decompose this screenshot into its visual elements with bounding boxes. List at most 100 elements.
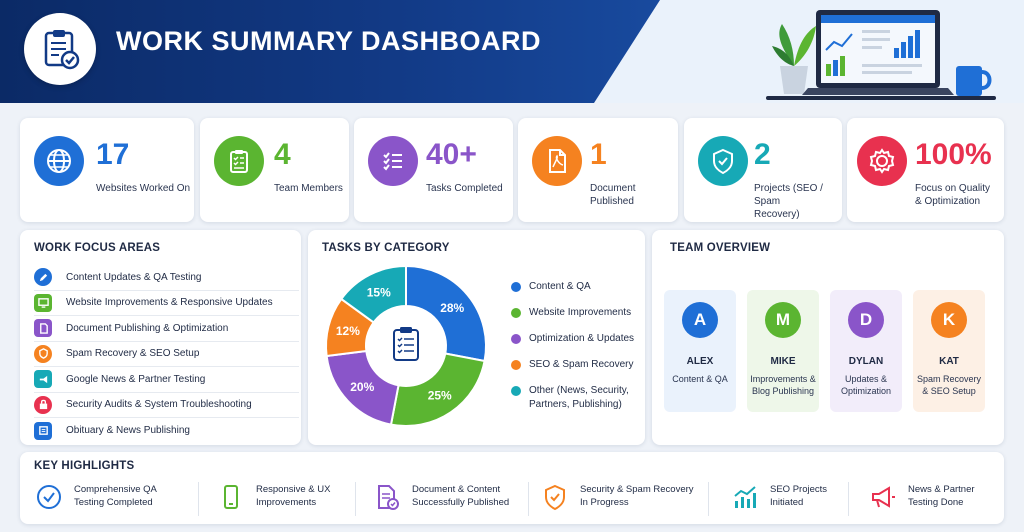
legend-item: Other (News, Security, Partners, Publishi… [511, 384, 641, 412]
team-member-card[interactable]: M MIKE Improvements & Blog Publishing [747, 290, 819, 412]
stat-value: 4 [274, 138, 291, 171]
chart-title: TASKS BY CATEGORY [322, 242, 450, 254]
member-role-line: & SEO Setup [922, 386, 976, 396]
newspaper-icon [34, 421, 52, 440]
highlight-label: Comprehensive QA Testing Completed [74, 483, 184, 509]
stat-label-line: Recovery) [754, 209, 800, 220]
tasks-by-category-panel: TASKS BY CATEGORY 28% 25% 20% 12% 15% Conten… [308, 230, 645, 445]
stat-label: Tasks Completed [426, 183, 503, 194]
gear-icon [857, 136, 907, 186]
member-role: Improvements & Blog Publishing [747, 373, 819, 397]
team-member-card[interactable]: A ALEX Content & QA [664, 290, 736, 412]
highlight-line: Successfully Published [412, 497, 510, 508]
stat-card-quality: 100% Focus on Quality & Optimization [847, 118, 1004, 222]
stat-label: Team Members [274, 183, 343, 194]
chart-legend: Content & QA Website Improvements Optimi… [511, 280, 641, 412]
stat-value: 17 [96, 138, 130, 171]
donut-slice-label: 15% [367, 286, 391, 300]
legend-swatch [511, 386, 521, 396]
panel-title: TEAM OVERVIEW [670, 242, 771, 254]
highlight-item: Responsive & UX Improvements [216, 480, 356, 516]
list-item-label: Document Publishing & Optimization [66, 322, 229, 334]
stat-label: Document Published [590, 183, 636, 207]
highlight-item: News & Partner Testing Done [868, 480, 998, 516]
divider [708, 482, 709, 516]
stat-label: Focus on Quality & Optimization [915, 182, 990, 208]
donut-slice-label: 20% [350, 380, 374, 394]
highlight-line: In Progress [580, 497, 629, 508]
highlight-line: Comprehensive QA [74, 484, 157, 495]
panel-title: KEY HIGHLIGHTS [34, 460, 135, 472]
stat-card-document: 1 Document Published [518, 118, 678, 222]
stat-value: 1 [590, 138, 607, 171]
list-item: Google News & Partner Testing [34, 367, 299, 393]
header-band [0, 0, 660, 103]
stat-card-team-members: 4 Team Members [200, 118, 349, 222]
legend-label: Other (News, Security, [529, 385, 629, 396]
avatar: D [848, 302, 884, 338]
trend-chart-icon [730, 482, 760, 512]
legend-item: SEO & Spam Recovery [511, 358, 641, 372]
list-item-label: Google News & Partner Testing [66, 373, 206, 385]
member-name: DYLAN [848, 356, 884, 367]
member-role-line: Content & QA [672, 374, 728, 384]
member-role: Spam Recovery & SEO Setup [913, 373, 985, 397]
highlight-label: Responsive & UX Improvements [256, 483, 366, 509]
highlight-label: Security & Spam Recovery In Progress [580, 483, 705, 509]
page-title: WORK SUMMARY DASHBOARD [116, 26, 541, 56]
list-item: Content Updates & QA Testing [34, 265, 299, 291]
clipboard-check-logo-icon [24, 13, 96, 85]
highlight-item: Security & Spam Recovery In Progress [540, 480, 715, 516]
highlight-line: News & Partner [908, 484, 975, 495]
header-banner: WORK SUMMARY DASHBOARD [0, 0, 1024, 103]
highlight-label: Document & Content Successfully Published [412, 483, 522, 509]
task-list-icon [368, 136, 418, 186]
shield-check-icon [540, 482, 570, 512]
member-name: ALEX [686, 356, 714, 367]
work-focus-panel: WORK FOCUS AREAS Content Updates & QA Te… [20, 230, 301, 445]
donut-slice-label: 12% [336, 324, 360, 338]
highlight-line: Initiated [770, 497, 804, 508]
legend-swatch [511, 308, 521, 318]
legend-label: Content & QA [529, 281, 591, 292]
donut-chart: 28% 25% 20% 12% 15% [325, 264, 487, 427]
highlight-line: Testing Done [908, 497, 964, 508]
legend-item: Content & QA [511, 280, 641, 294]
highlight-item: Document & Content Successfully Published [372, 480, 532, 516]
donut-slice-label: 25% [428, 389, 452, 403]
highlight-line: Responsive & UX [256, 484, 331, 495]
team-member-card[interactable]: K KAT Spam Recovery & SEO Setup [913, 290, 985, 412]
member-role-line: Optimization [840, 386, 892, 396]
list-item: Security Audits & System Troubleshooting [34, 393, 299, 418]
highlight-line: Improvements [256, 497, 317, 508]
stat-label: Projects (SEO / Spam Recovery) [754, 182, 842, 221]
pencil-icon [34, 268, 52, 287]
member-role-line: Updates & [844, 374, 888, 384]
list-item-label: Spam Recovery & SEO Setup [66, 348, 200, 360]
list-item: Spam Recovery & SEO Setup [34, 342, 299, 367]
lock-icon [34, 395, 52, 414]
highlight-label: SEO Projects Initiated [770, 483, 880, 509]
stat-label-line: Focus on Quality [915, 183, 991, 194]
legend-swatch [511, 334, 521, 344]
desk-laptop-illustration-icon [766, 10, 996, 100]
member-role: Updates & Optimization [830, 373, 902, 397]
team-member-card[interactable]: D DYLAN Updates & Optimization [830, 290, 902, 412]
smartphone-icon [216, 482, 246, 512]
stat-value: 2 [754, 138, 771, 171]
stat-card-websites: 17 Websites Worked On [20, 118, 194, 222]
avatar: M [765, 302, 801, 338]
donut-slice-label: 28% [440, 301, 464, 315]
stat-value: 40+ [426, 138, 477, 171]
stat-label: Websites Worked On [96, 183, 191, 194]
list-item-label: Obituary & News Publishing [66, 425, 190, 437]
stat-card-projects: 2 Projects (SEO / Spam Recovery) [684, 118, 842, 222]
stat-label-line: & Optimization [915, 196, 981, 207]
stat-label-line: Projects (SEO / Spam [754, 183, 823, 207]
globe-icon [34, 136, 84, 186]
member-name: MIKE [770, 356, 796, 367]
list-item-label: Security Audits & System Troubleshooting [66, 399, 252, 411]
list-item: Website Improvements & Responsive Update… [34, 291, 299, 316]
team-overview-panel: TEAM OVERVIEW A ALEX Content & QA M MIKE… [652, 230, 1004, 445]
clipboard-icon [393, 327, 419, 361]
